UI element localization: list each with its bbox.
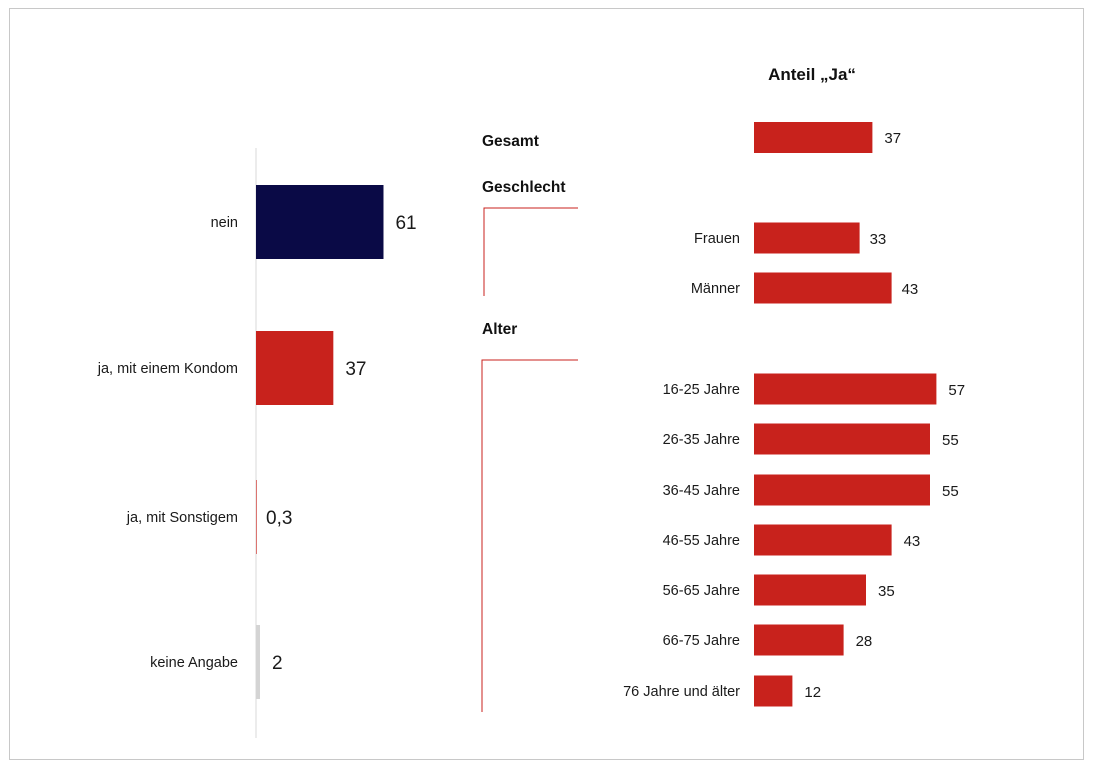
right-chart-title: Anteil „Ja“: [768, 65, 856, 84]
group-header-alter: Alter: [482, 321, 517, 338]
bar-36-45-jahre: [754, 474, 930, 506]
category-label-76-jahre-und-lter: 76 Jahre und älter: [623, 684, 740, 700]
value-label-16-25-jahre: 57: [948, 382, 965, 399]
bar-16-25-jahre: [754, 373, 937, 405]
category-label-56-65-jahre: 56-65 Jahre: [663, 583, 740, 599]
bar-26-35-jahre: [754, 423, 930, 455]
category-label-keine-angabe: keine Angabe: [150, 655, 238, 671]
value-label-männer: 43: [902, 281, 919, 298]
value-label-76-jahre-und-lter: 12: [804, 684, 821, 701]
bar-46-55-jahre: [754, 524, 892, 556]
bar-56-65-jahre: [754, 574, 866, 606]
category-label-männer: Männer: [691, 281, 740, 297]
bar-ja-mit-einem-kondom: [256, 331, 334, 405]
group-header-gesamt: Gesamt: [482, 133, 539, 150]
category-label-frauen: Frauen: [694, 231, 740, 247]
group-bracket-alter: [481, 359, 578, 712]
value-label-nein: 61: [395, 213, 416, 234]
bar-frauen: [754, 222, 860, 254]
category-label-16-25-jahre: 16-25 Jahre: [663, 382, 740, 398]
category-label-36-45-jahre: 36-45 Jahre: [663, 483, 740, 499]
value-label-26-35-jahre: 55: [942, 432, 959, 449]
bar-nein: [256, 185, 384, 259]
bar-66-75-jahre: [754, 624, 844, 656]
category-label-66-75-jahre: 66-75 Jahre: [663, 633, 740, 649]
value-label-56-65-jahre: 35: [878, 583, 895, 600]
value-label-ja-mit-einem-kondom: 37: [345, 359, 366, 380]
value-label-66-75-jahre: 28: [856, 633, 873, 650]
category-label-26-35-jahre: 26-35 Jahre: [663, 432, 740, 448]
value-label-36-45-jahre: 55: [942, 483, 959, 500]
bar-keine-angabe: [256, 625, 260, 699]
bar-76-jahre-und-lter: [754, 675, 793, 707]
category-label-nein: nein: [211, 215, 238, 231]
group-header-geschlecht: Geschlecht: [482, 179, 566, 196]
value-label-keine-angabe: 2: [272, 653, 283, 674]
value-label-46-55-jahre: 43: [904, 533, 921, 550]
category-label-ja-mit-sonstigem: ja, mit Sonstigem: [126, 510, 238, 526]
group-bracket-geschlecht: [483, 207, 578, 296]
value-label-ja-mit-sonstigem: 0,3: [266, 508, 292, 529]
value-label-frauen: 33: [870, 231, 887, 248]
category-label-ja-mit-einem-kondom: ja, mit einem Kondom: [97, 361, 238, 377]
bar-gesamt: [754, 122, 873, 153]
category-label-46-55-jahre: 46-55 Jahre: [663, 533, 740, 549]
value-label-gesamt: 37: [884, 130, 901, 147]
bar-männer: [754, 272, 892, 304]
bar-ja-mit-sonstigem: [256, 480, 257, 554]
